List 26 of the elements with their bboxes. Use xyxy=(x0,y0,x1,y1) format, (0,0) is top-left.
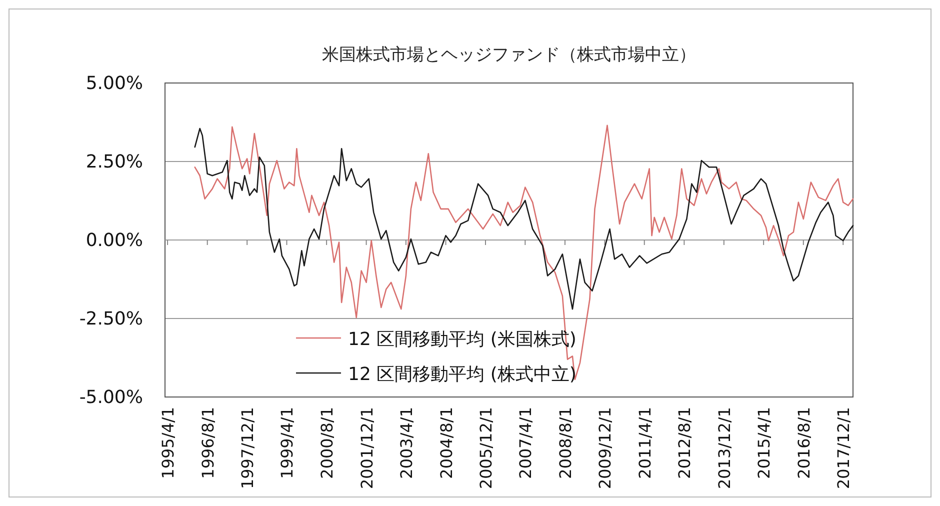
line-series xyxy=(194,128,854,310)
y-tick-label: 5.00% xyxy=(86,73,143,94)
x-tick-label: 2012/8/1 xyxy=(675,407,694,479)
x-tick-label: 2005/12/1 xyxy=(476,407,496,490)
x-tick-label: 2009/12/1 xyxy=(596,407,615,490)
x-tick-label: 2015/4/1 xyxy=(754,407,774,479)
x-tick-label: 2008/8/1 xyxy=(556,407,575,479)
y-tick-label: -5.00% xyxy=(79,387,143,408)
x-tick-label: 2007/4/1 xyxy=(516,407,536,479)
x-tick-label: 2011/4/1 xyxy=(635,407,654,479)
x-tick-label: 1999/4/1 xyxy=(278,407,297,479)
y-tick-label: 0.00% xyxy=(86,230,143,251)
x-tick-label: 1995/4/1 xyxy=(158,407,178,479)
x-tick-label: 2003/4/1 xyxy=(396,407,416,479)
x-tick-label: 2000/8/1 xyxy=(318,407,337,479)
x-tick-label: 2013/12/1 xyxy=(714,407,734,490)
x-tick-label: 2004/8/1 xyxy=(436,407,456,479)
line-series xyxy=(194,124,854,380)
x-tick-label: 2016/8/1 xyxy=(794,407,814,479)
x-tick-label: 2017/12/1 xyxy=(834,407,854,490)
y-tick-label: -2.50% xyxy=(79,308,143,330)
y-tick-label: 2.50% xyxy=(86,152,143,172)
x-tick-label: 1997/12/1 xyxy=(238,407,258,490)
x-tick-label: 2001/12/1 xyxy=(357,407,376,490)
x-tick-label: 1996/8/1 xyxy=(198,407,218,479)
chart-title: 米国株式市場とヘッジファンド（株式市場中立） xyxy=(322,45,696,65)
